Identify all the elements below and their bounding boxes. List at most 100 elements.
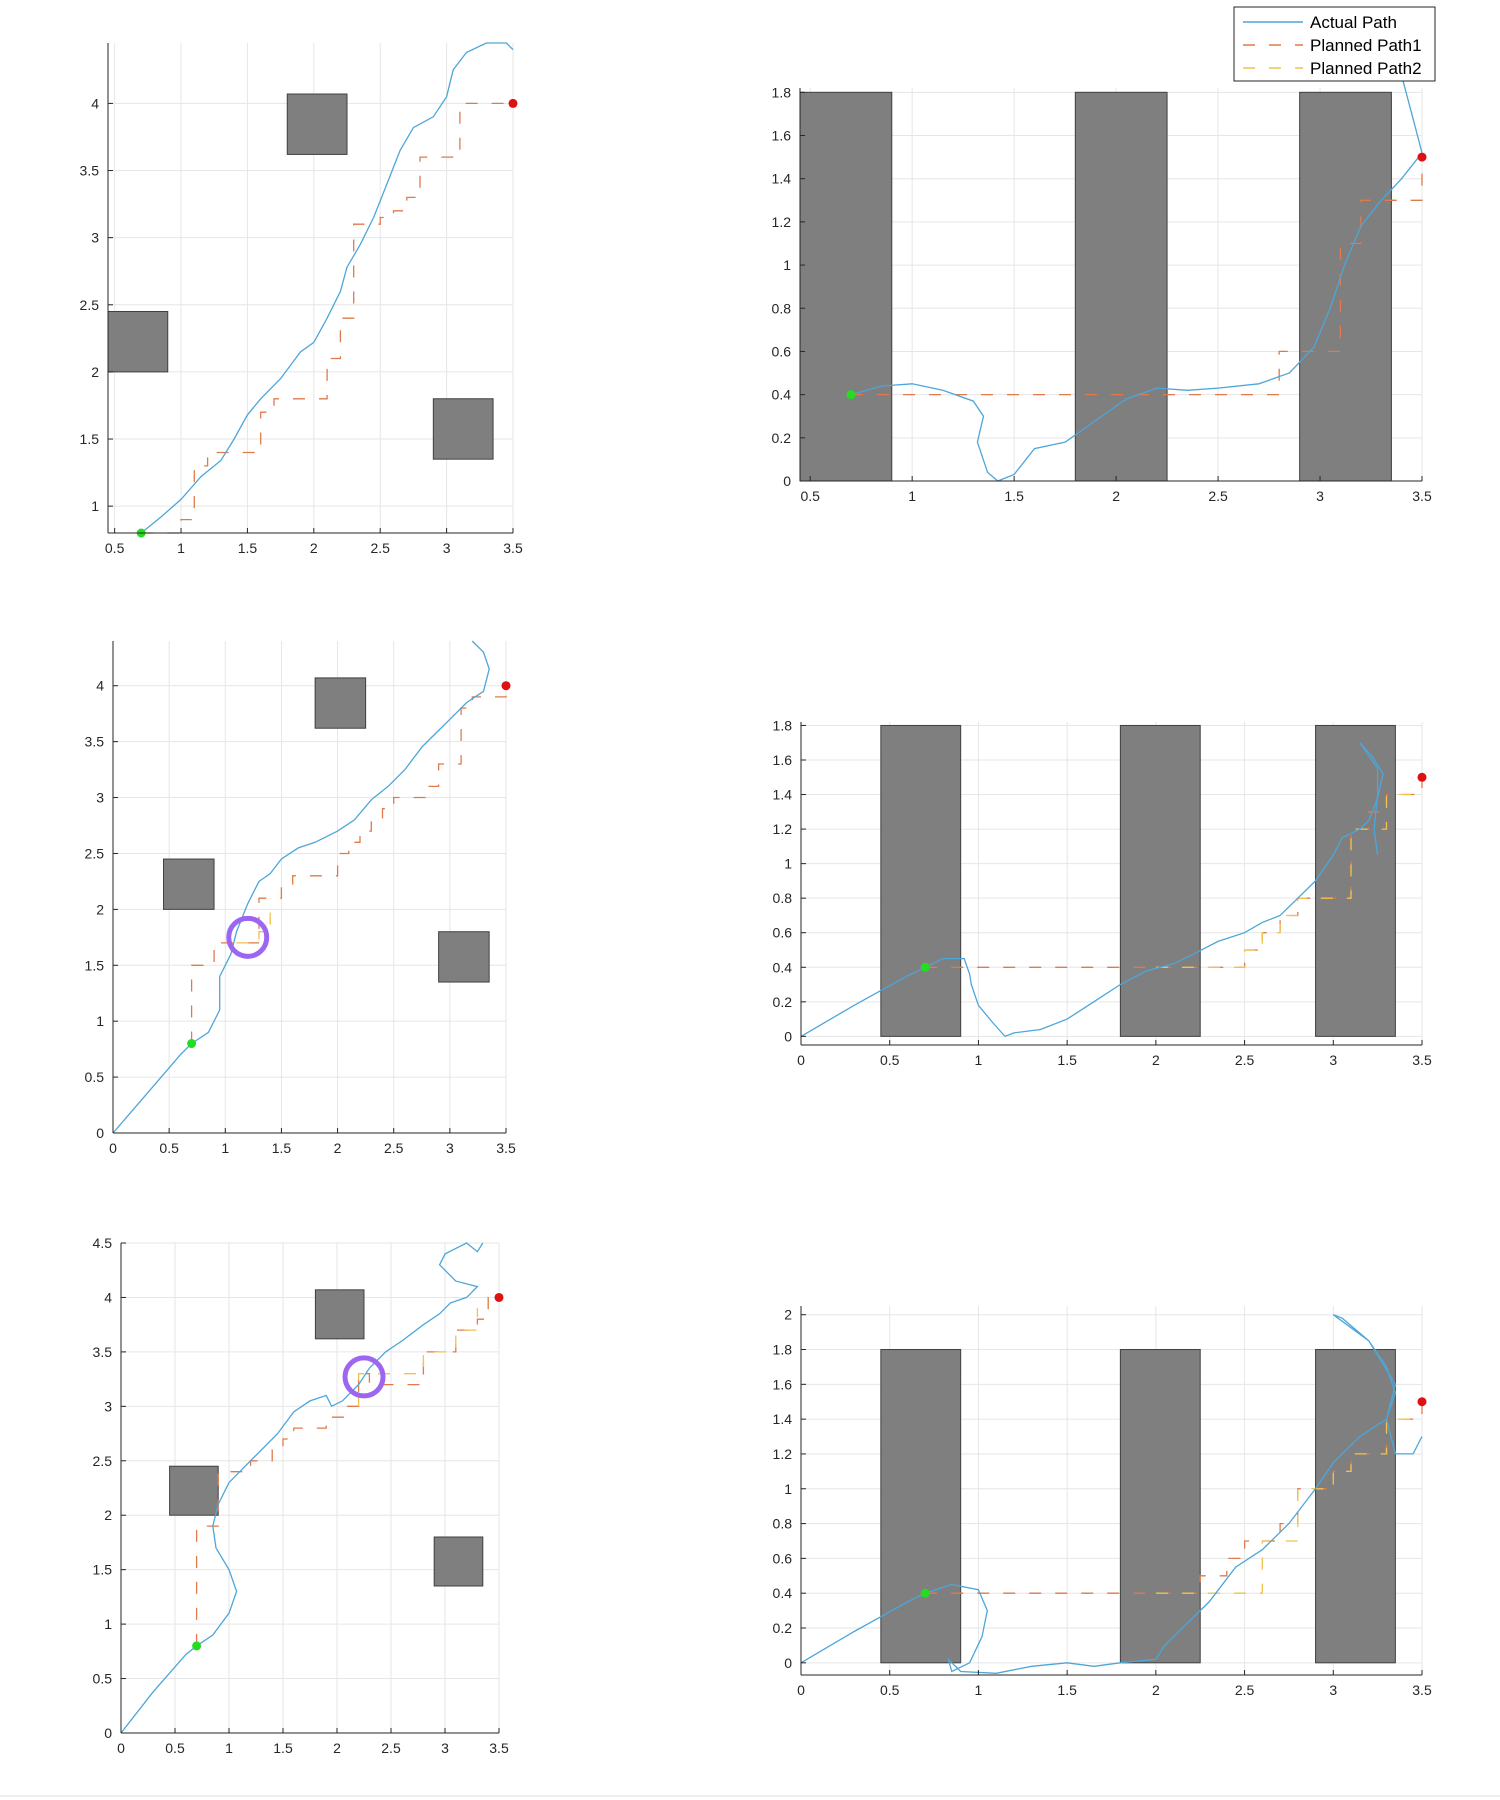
y-tick-label: 2 (91, 364, 99, 380)
x-tick-label: 0 (797, 1682, 805, 1698)
x-tick-label: 2.5 (1235, 1052, 1255, 1068)
y-tick-label: 0.4 (773, 959, 793, 975)
series-actual-path (850, 59, 1423, 482)
y-tick-label: 0.6 (773, 1550, 793, 1566)
y-tick-label: 3.5 (85, 734, 105, 750)
y-tick-label: 1 (784, 1481, 792, 1497)
y-tick-label: 1.2 (772, 214, 792, 230)
legend-label-planned1: Planned Path1 (1310, 36, 1422, 55)
y-tick-label: 2 (96, 901, 104, 917)
goal-marker (1417, 152, 1427, 162)
highlight-circle (226, 915, 270, 959)
y-tick-label: 1.4 (773, 787, 793, 803)
y-tick-label: 1.2 (773, 1446, 793, 1462)
x-tick-label: 3 (1329, 1052, 1337, 1068)
y-tick-label: 0 (784, 1028, 792, 1044)
obstacle (1074, 91, 1168, 482)
y-tick-label: 1.6 (773, 1376, 793, 1392)
y-tick-label: 3 (104, 1398, 112, 1414)
x-tick-label: 1.5 (1004, 488, 1024, 504)
x-tick-label: 3 (1329, 1682, 1337, 1698)
y-tick-label: 2 (784, 1307, 792, 1323)
y-tick-label: 1.8 (773, 1342, 793, 1358)
obstacle (107, 310, 169, 373)
obstacle (314, 677, 367, 729)
subplots: 0.5 1 1.5 2 2.5 3 3.5 1 1.5 2 2.5 3 3.5 4 0.5 1 1.5 2 2.5 3… (80, 42, 1432, 1756)
x-tick-label: 3.5 (496, 1140, 516, 1156)
series-planned-path2 (1155, 1418, 1422, 1594)
x-tick-label: 3.5 (1412, 1682, 1432, 1698)
obstacle (169, 1465, 219, 1516)
series-actual-path (800, 1314, 1423, 1674)
y-tick-label: 1 (104, 1616, 112, 1632)
x-tick-label: 0.5 (800, 488, 820, 504)
x-tick-label: 1.5 (238, 540, 258, 556)
start-marker (920, 962, 930, 972)
y-tick-label: 1.2 (773, 821, 793, 837)
y-tick-label: 0 (104, 1725, 112, 1741)
subplot-6: 0 0.5 1 1.5 2 2.5 3 3.5 0 0.2 0.4 0.6 0.8 1 1.2 1.4 1.6 1… (773, 1306, 1432, 1698)
y-tick-label: 0.2 (773, 1620, 793, 1636)
y-tick-label: 0.2 (772, 430, 792, 446)
obstacle (433, 1536, 484, 1587)
y-tick-label: 3 (96, 790, 104, 806)
subplot-2: 0.5 1 1.5 2 2.5 3 3.5 0 0.2 0.4 0.6 0.8 1 1.2 1.4 1.6 1.… (772, 59, 1432, 504)
series-actual-path (800, 742, 1384, 1038)
obstacle (880, 1349, 962, 1664)
y-tick-label: 0 (783, 473, 791, 489)
x-tick-label: 2 (1152, 1052, 1160, 1068)
y-tick-label: 0.5 (93, 1671, 113, 1687)
obstacle (314, 1289, 365, 1340)
x-tick-label: 1 (177, 540, 185, 556)
y-tick-label: 0.8 (772, 300, 792, 316)
obstacle (438, 931, 490, 983)
y-tick-label: 0.5 (85, 1069, 105, 1085)
series-planned-path1 (190, 685, 507, 1044)
obstacle (1119, 1349, 1201, 1664)
start-marker (920, 1588, 930, 1598)
y-tick-label: 1.5 (85, 957, 105, 973)
y-tick-label: 1 (784, 856, 792, 872)
y-tick-label: 0.4 (772, 387, 792, 403)
y-tick-label: 4 (91, 95, 99, 111)
series-planned-path2 (236, 898, 271, 944)
goal-marker (508, 98, 518, 108)
y-tick-label: 3 (91, 230, 99, 246)
x-tick-label: 2.5 (370, 540, 390, 556)
y-tick-label: 0.8 (773, 1516, 793, 1532)
goal-marker (501, 681, 511, 691)
series-planned-path1 (141, 102, 513, 534)
series-planned-path1 (925, 777, 1423, 968)
start-marker (846, 390, 856, 400)
y-tick-label: 1.8 (772, 84, 792, 100)
x-tick-label: 1 (975, 1052, 983, 1068)
x-tick-label: 3 (1316, 488, 1324, 504)
x-tick-label: 2 (334, 1140, 342, 1156)
y-tick-label: 0.2 (773, 994, 793, 1010)
obstacle (163, 858, 215, 910)
y-tick-label: 2.5 (85, 845, 105, 861)
x-tick-label: 0.5 (880, 1682, 900, 1698)
x-tick-label: 1.5 (1057, 1682, 1077, 1698)
x-tick-label: 3.5 (489, 1740, 509, 1756)
x-tick-label: 1.5 (272, 1140, 292, 1156)
x-tick-label: 0 (797, 1052, 805, 1068)
y-tick-label: 2.5 (80, 297, 100, 313)
x-tick-label: 0.5 (165, 1740, 185, 1756)
obstacle (799, 91, 893, 482)
y-tick-label: 3.5 (80, 163, 100, 179)
y-tick-label: 0.6 (773, 925, 793, 941)
legend-label-planned2: Planned Path2 (1310, 59, 1422, 78)
x-tick-label: 3 (443, 540, 451, 556)
subplot-4: 0 0.5 1 1.5 2 2.5 3 3.5 0 0.2 0.4 0.6 0.8 1 1.2 1.4 1.6 1… (773, 717, 1432, 1068)
x-tick-label: 2.5 (1208, 488, 1228, 504)
bottom-divider (0, 1795, 1500, 1797)
y-tick-label: 0.6 (772, 343, 792, 359)
x-tick-label: 1 (225, 1740, 233, 1756)
x-tick-label: 3.5 (1412, 488, 1432, 504)
y-tick-label: 0.8 (773, 890, 793, 906)
start-marker (192, 1641, 202, 1651)
x-tick-label: 3 (441, 1740, 449, 1756)
x-tick-label: 1.5 (273, 1740, 293, 1756)
